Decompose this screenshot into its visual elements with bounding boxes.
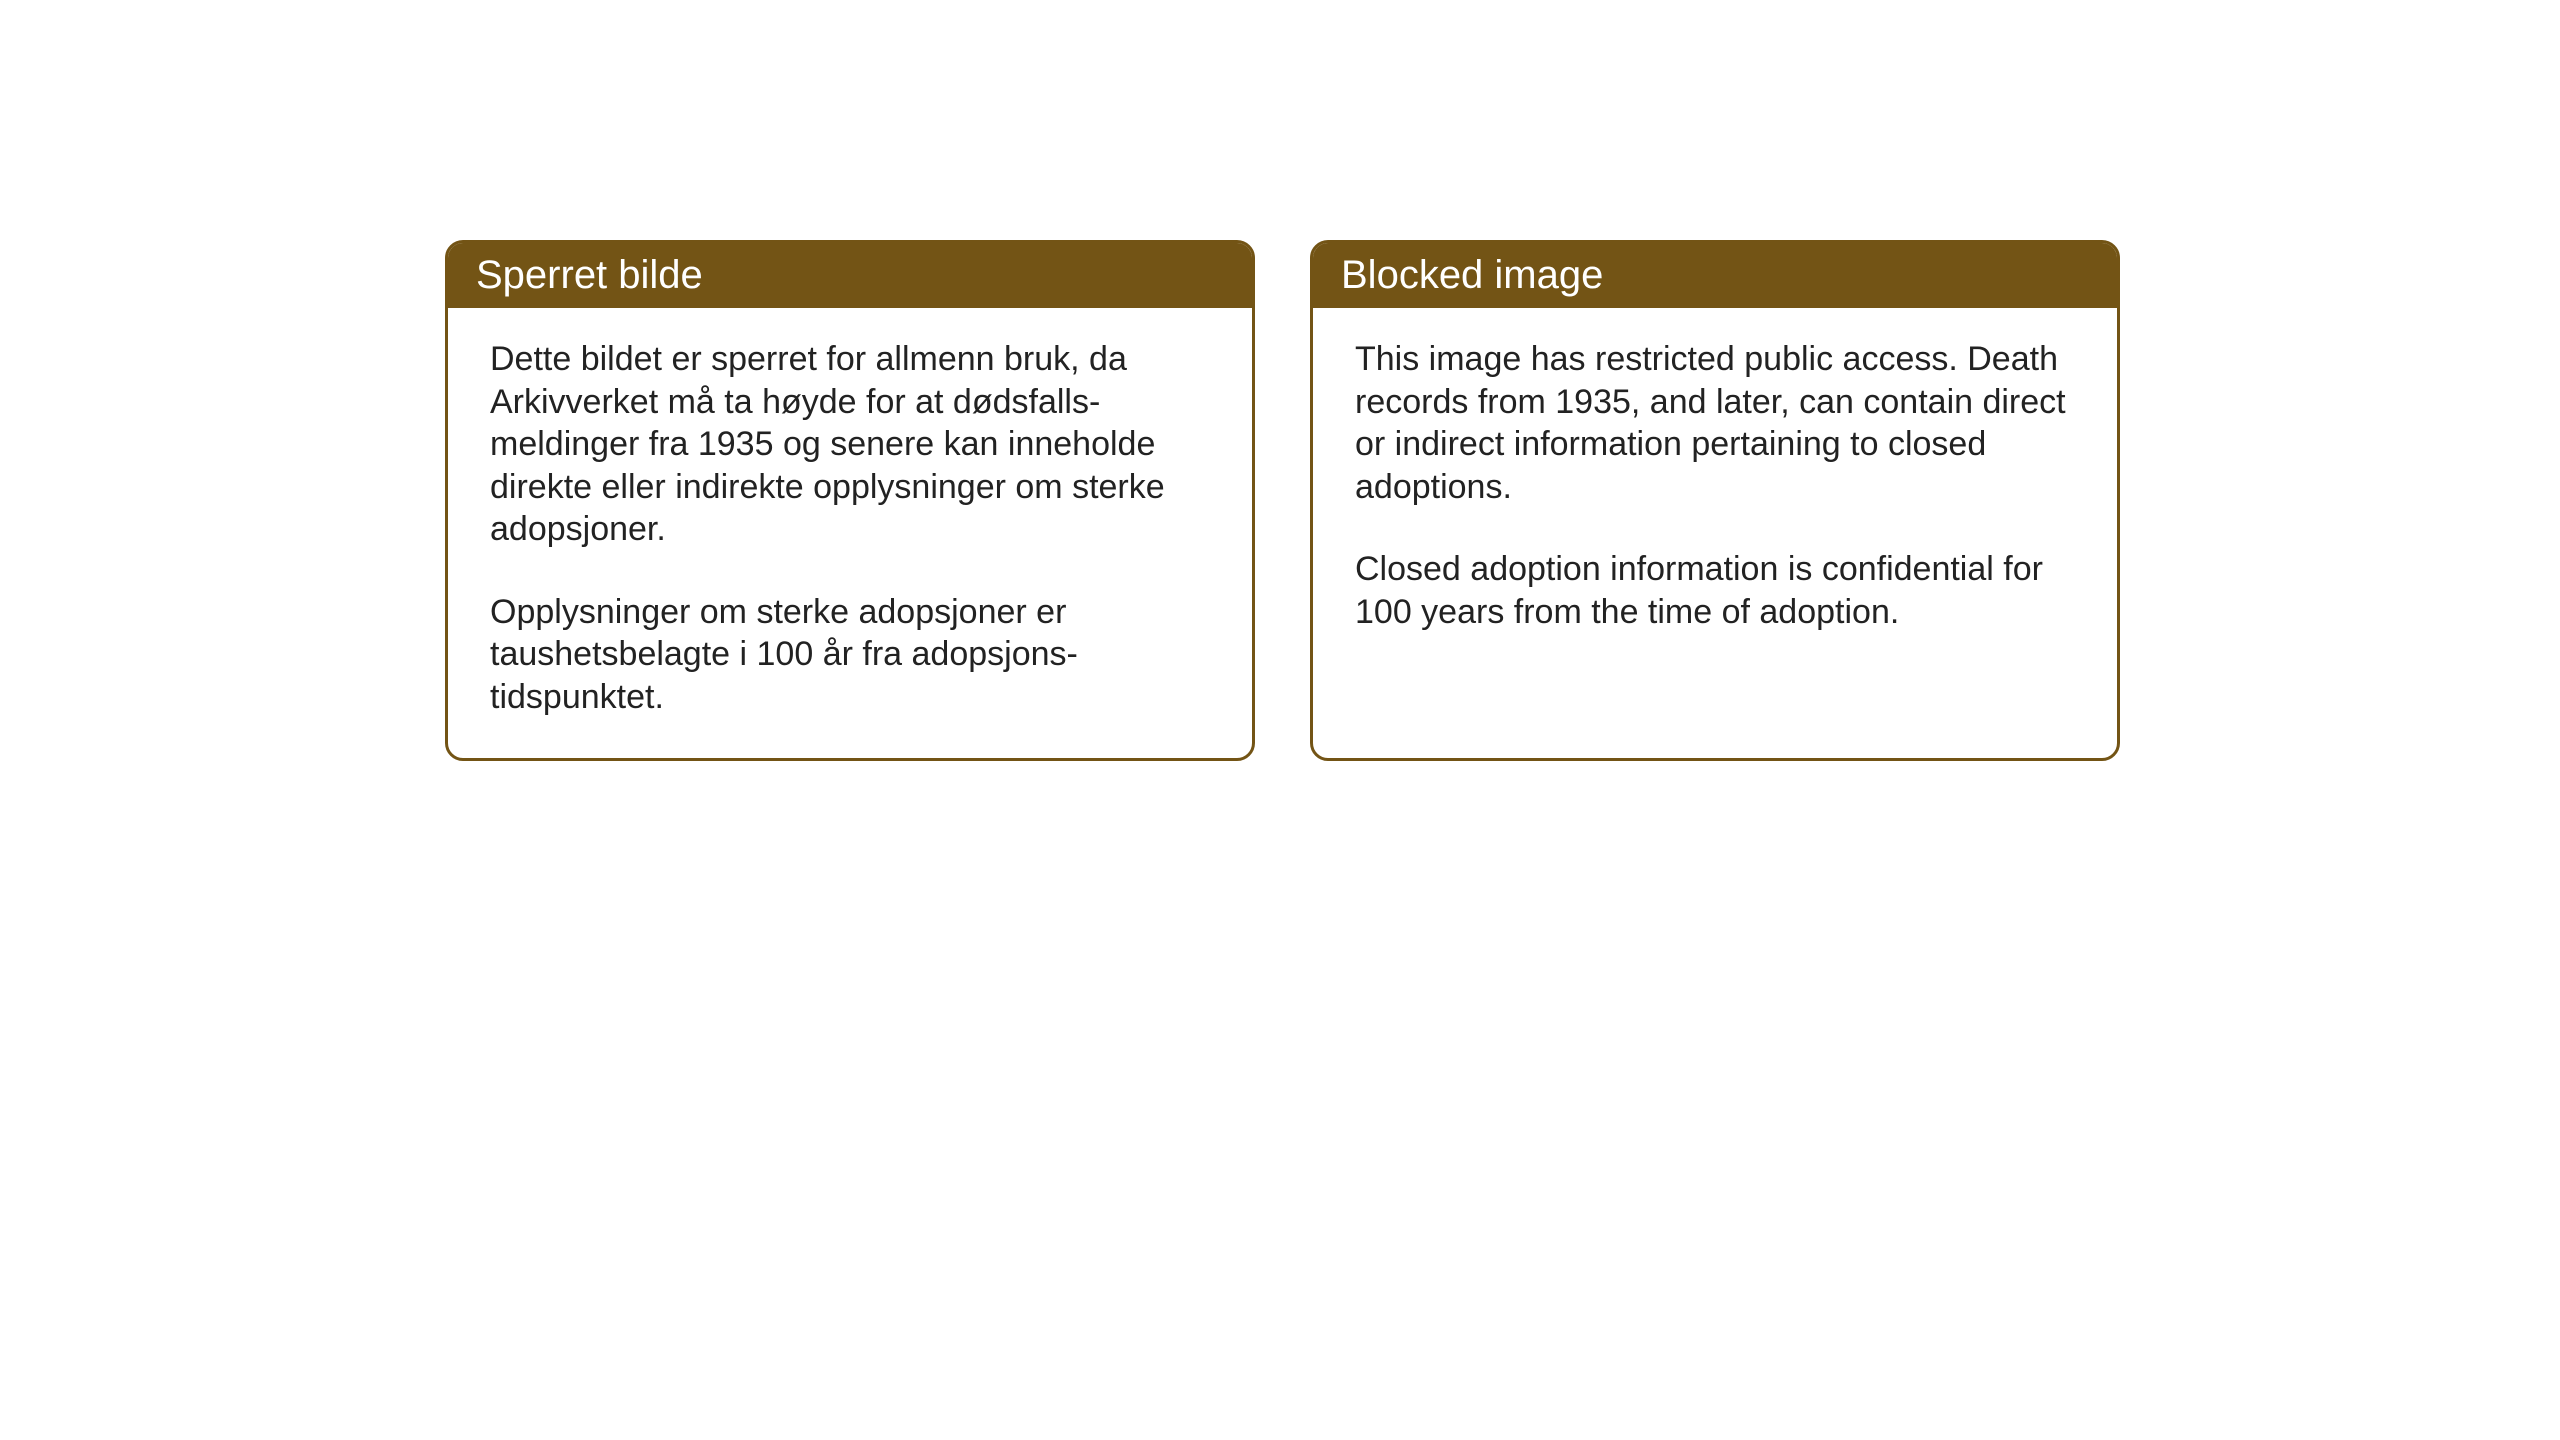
english-notice-card: Blocked image This image has restricted …: [1310, 240, 2120, 761]
english-card-body: This image has restricted public access.…: [1313, 308, 2117, 738]
english-paragraph-1: This image has restricted public access.…: [1355, 338, 2075, 508]
norwegian-paragraph-1: Dette bildet er sperret for allmenn bruk…: [490, 338, 1210, 551]
norwegian-card-header: Sperret bilde: [448, 243, 1252, 308]
norwegian-card-title: Sperret bilde: [476, 253, 703, 297]
english-card-header: Blocked image: [1313, 243, 2117, 308]
english-paragraph-2: Closed adoption information is confident…: [1355, 548, 2075, 633]
notice-container: Sperret bilde Dette bildet er sperret fo…: [445, 240, 2120, 761]
norwegian-paragraph-2: Opplysninger om sterke adopsjoner er tau…: [490, 591, 1210, 719]
norwegian-notice-card: Sperret bilde Dette bildet er sperret fo…: [445, 240, 1255, 761]
english-card-title: Blocked image: [1341, 253, 1603, 297]
norwegian-card-body: Dette bildet er sperret for allmenn bruk…: [448, 308, 1252, 758]
